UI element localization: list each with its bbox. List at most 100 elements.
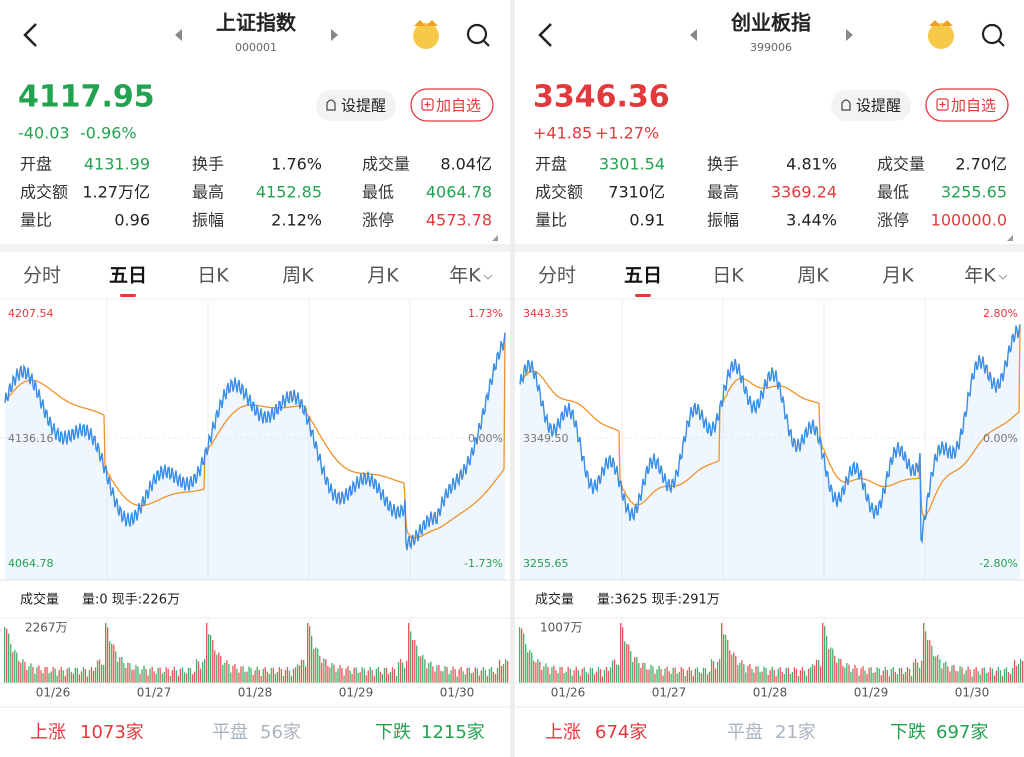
volume-bar: [872, 673, 874, 683]
axis-low: 4064.78: [8, 557, 54, 570]
volume-bar: [151, 666, 153, 683]
next-arrow[interactable]: [846, 29, 853, 41]
alert-label[interactable]: 设提醒: [341, 97, 386, 115]
volume-bar: [569, 668, 571, 683]
volume-bar: [426, 668, 428, 683]
prev-arrow[interactable]: [690, 29, 697, 41]
down-label: 下跌: [890, 722, 926, 743]
volume-bar: [642, 662, 644, 683]
watchlist-label[interactable]: 加自选: [951, 97, 996, 115]
volume-bar: [929, 640, 931, 683]
back-button[interactable]: [23, 23, 37, 47]
volume-bar: [791, 672, 793, 683]
volume-bar: [179, 668, 181, 683]
watchlist-button[interactable]: [410, 88, 494, 122]
search-icon[interactable]: [466, 23, 488, 45]
volume-bar: [456, 676, 458, 683]
volume-bar: [502, 664, 505, 683]
tab-underline: [120, 294, 136, 297]
volume-bar: [250, 668, 252, 683]
volume-bar: [101, 664, 103, 683]
volume-bar: [464, 674, 466, 683]
footer-gap: [515, 706, 1024, 708]
avg-line: [4, 332, 506, 540]
volume-bar: [254, 670, 256, 683]
volume-bar: [303, 660, 305, 683]
volume-bar: [274, 673, 276, 683]
tab[interactable]: 五日: [109, 265, 147, 287]
plus-sign: [939, 101, 946, 108]
volume-bar: [84, 669, 87, 683]
volume-bar: [910, 676, 913, 683]
volume-bar: [317, 648, 319, 683]
volume-bar: [204, 659, 206, 683]
volume-bar: [458, 669, 460, 683]
tab[interactable]: 周K: [797, 265, 829, 287]
volume-bar: [141, 669, 143, 683]
tab[interactable]: 分时: [23, 265, 61, 287]
alert-button[interactable]: [316, 90, 396, 121]
volume-bar: [668, 671, 670, 683]
volume-bar: [818, 660, 820, 683]
down-label: 下跌: [375, 722, 411, 743]
volume-bar: [836, 662, 838, 683]
index-code: 000001: [235, 41, 277, 54]
volume-bar: [278, 667, 280, 683]
tab[interactable]: 周K: [282, 265, 314, 287]
volume-bar: [735, 656, 737, 683]
volume-bar: [498, 659, 501, 683]
volume-bar: [856, 668, 858, 683]
volume-bar: [658, 665, 660, 683]
tab[interactable]: 年K: [964, 265, 996, 287]
volume-bar: [195, 659, 198, 683]
volume-bar: [644, 663, 646, 683]
volume-bar: [997, 667, 999, 683]
volume-bar: [789, 673, 791, 683]
volume-bar: [197, 661, 200, 683]
volume-bar: [496, 667, 499, 683]
volume-bar: [266, 671, 268, 683]
search-icon[interactable]: [981, 23, 1003, 45]
tab[interactable]: 五日: [624, 265, 662, 287]
alert-button[interactable]: [831, 90, 911, 121]
vip-icon[interactable]: [413, 23, 439, 49]
volume-bar: [58, 670, 60, 683]
volume-bar: [721, 623, 723, 683]
section-gap: [0, 244, 510, 252]
tab[interactable]: 日K: [712, 265, 744, 287]
volume-bar: [94, 667, 97, 683]
next-arrow[interactable]: [331, 29, 338, 41]
alert-label[interactable]: 设提醒: [856, 97, 901, 115]
watchlist-button[interactable]: [925, 88, 1009, 122]
volume-bar: [1022, 661, 1024, 683]
volume-bar: [961, 667, 963, 683]
volume-bar: [747, 665, 749, 683]
tab[interactable]: 年K: [449, 265, 481, 287]
watchlist-label[interactable]: 加自选: [436, 97, 481, 115]
volume-bar: [416, 645, 418, 683]
tab[interactable]: 月K: [882, 265, 914, 287]
volume-bar: [739, 662, 741, 683]
volume-bar: [862, 666, 864, 683]
volume-bar: [264, 667, 266, 683]
back-button[interactable]: [538, 23, 552, 47]
volume-bar: [993, 675, 995, 683]
volume-bar: [434, 671, 436, 683]
stat-value: 3.44%: [786, 211, 837, 230]
volume-bar: [854, 665, 856, 683]
volume-bar: [573, 670, 575, 683]
tab[interactable]: 日K: [197, 265, 229, 287]
volume-bar: [807, 668, 810, 683]
volume-bar: [793, 667, 795, 683]
vip-icon[interactable]: [928, 23, 954, 49]
volume-bar: [999, 670, 1002, 683]
date-label: 01/29: [339, 686, 374, 700]
volume-bar: [230, 672, 232, 683]
volume-bar: [937, 654, 939, 683]
tab[interactable]: 月K: [367, 265, 399, 287]
prev-arrow[interactable]: [175, 29, 182, 41]
volume-bar: [616, 664, 618, 683]
volume-bar: [256, 666, 258, 683]
volume-bar: [678, 671, 680, 683]
tab[interactable]: 分时: [538, 265, 576, 287]
